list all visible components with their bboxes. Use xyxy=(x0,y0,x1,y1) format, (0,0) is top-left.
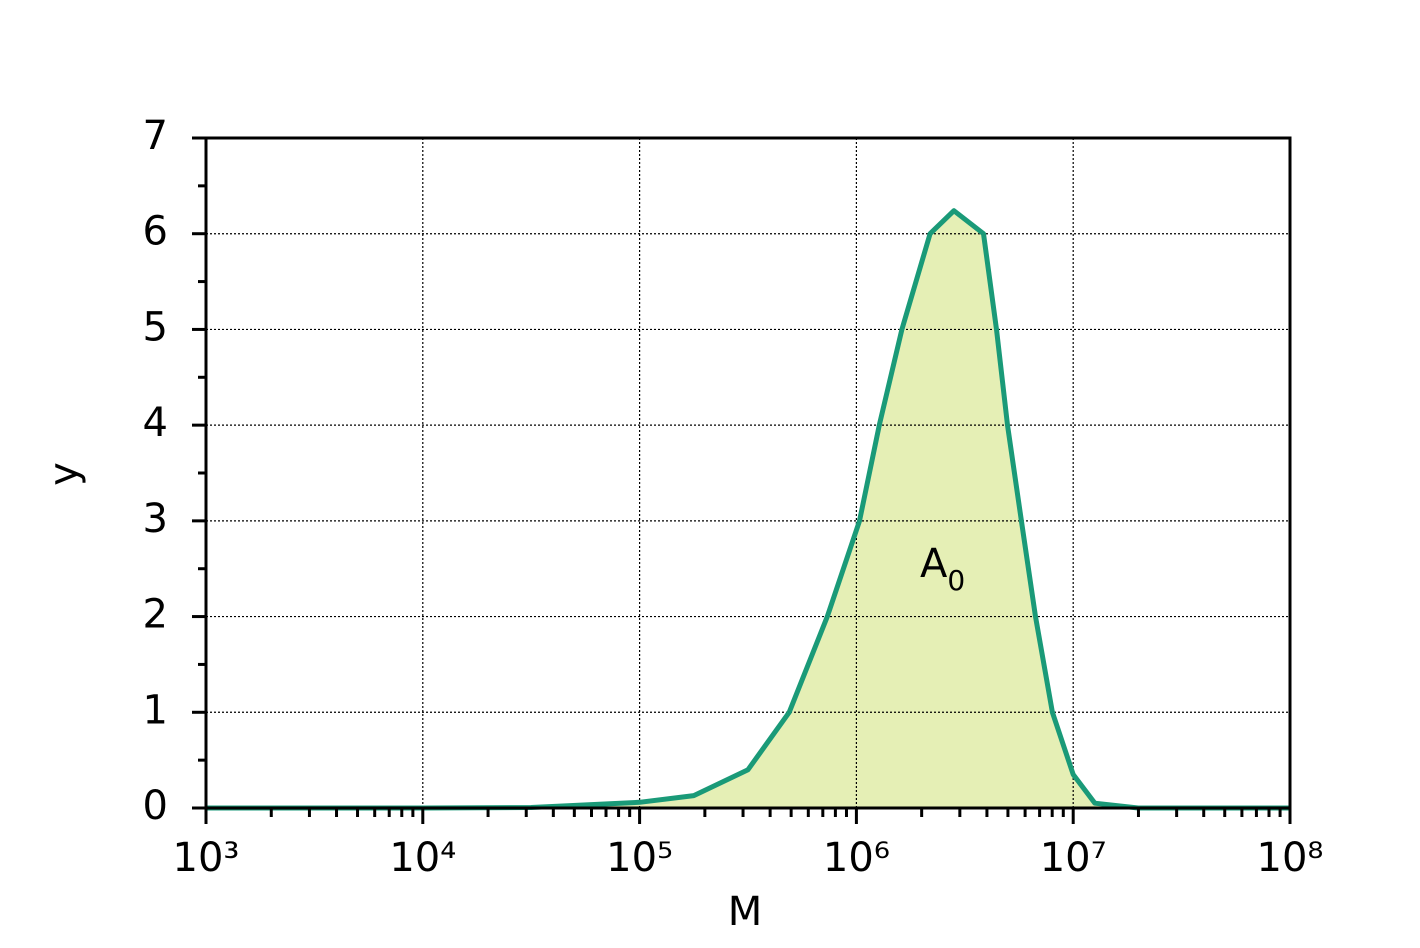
x-tick-label: 10⁸ xyxy=(1257,835,1324,881)
x-axis-label: M xyxy=(728,889,763,935)
y-axis-label: y xyxy=(41,462,87,486)
y-tick-label: 1 xyxy=(143,687,168,733)
annotation: A0 xyxy=(920,541,965,597)
y-tick-label: 2 xyxy=(143,592,168,638)
x-tick-label: 10⁶ xyxy=(823,835,890,881)
x-tick-label: 10³ xyxy=(173,835,240,881)
x-tick-label: 10⁴ xyxy=(389,835,456,881)
area-fill xyxy=(206,210,1290,808)
data-line xyxy=(206,208,1290,811)
y-tick-label: 3 xyxy=(143,496,168,542)
annotation-subscript: 0 xyxy=(947,564,965,597)
plot-frame xyxy=(204,136,1292,810)
y-tick-label: 0 xyxy=(143,783,168,829)
annotation-text: A xyxy=(920,541,948,587)
y-tick-label: 6 xyxy=(143,209,168,255)
x-tick-label: 10⁵ xyxy=(606,835,673,881)
y-tick-label: 7 xyxy=(143,113,168,159)
y-tick-label: 4 xyxy=(143,400,168,446)
y-tick-label: 5 xyxy=(143,304,168,350)
x-tick-label: 10⁷ xyxy=(1040,835,1107,881)
